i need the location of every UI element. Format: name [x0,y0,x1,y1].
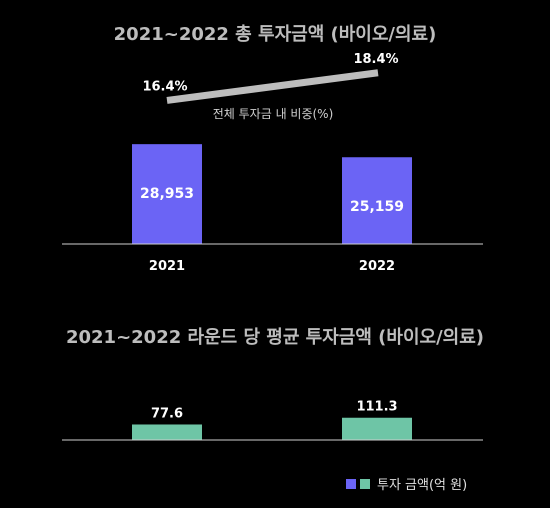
legend-swatch-green [360,478,370,489]
legend: 투자 금액(억 원) [346,474,467,493]
bar-average-2021 [132,424,202,440]
share-value-label-2022: 18.4% [353,52,398,67]
bar-value-label-total-2021: 28,953 [140,186,194,202]
x-tick-label-total-2021: 2021 [149,259,185,274]
bar-total-2021 [132,144,202,244]
x-tick-label-total-2022: 2022 [359,259,395,274]
share-value-label-2021: 16.4% [142,79,187,94]
bar-value-label-total-2022: 25,159 [350,199,404,215]
bar-value-label-average-2021: 77.6 [151,406,183,421]
legend-swatch-purple [346,478,356,489]
share-line [166,69,379,104]
chart-title-total: 2021~2022 총 투자금액 (바이오/의료) [113,24,437,45]
bar-total-2022 [342,157,412,244]
bar-average-2022 [342,417,412,440]
share-line-label: 전체 투자금 내 비중(%) [213,107,334,121]
chart-title-average: 2021~2022 라운드 당 평균 투자금액 (바이오/의료) [65,327,485,348]
bar-value-label-average-2022: 111.3 [356,400,397,415]
legend-label: 투자 금액(억 원) [377,478,468,493]
